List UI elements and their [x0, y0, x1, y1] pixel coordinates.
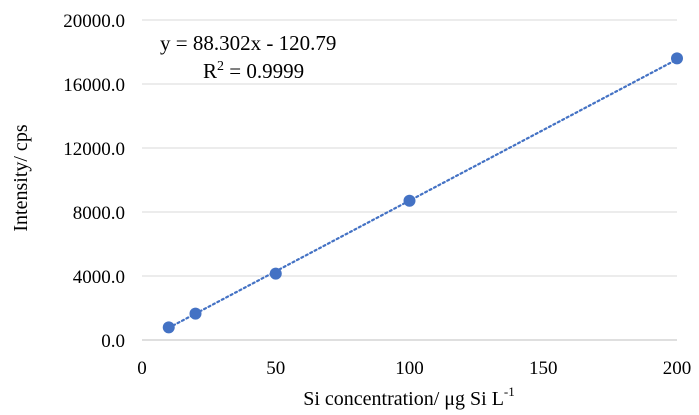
r2-value: = 0.9999 — [224, 59, 304, 83]
x-axis-label-superscript: -1 — [504, 384, 515, 399]
trendline — [167, 58, 679, 329]
y-tick-label: 8000.0 — [73, 203, 125, 224]
x-tick-labels: 0 50 100 150 200 — [137, 358, 691, 379]
x-tick-label: 50 — [266, 358, 285, 379]
y-tick-label: 16000.0 — [63, 75, 125, 96]
r2-letter: R — [203, 59, 217, 83]
trendline-line — [167, 58, 679, 329]
x-tick-label: 0 — [137, 358, 147, 379]
y-tick-label: 0.0 — [101, 331, 125, 352]
y-axis-label: Intensity/ cps — [10, 124, 32, 231]
data-point — [269, 267, 282, 280]
x-tick-label: 100 — [395, 358, 424, 379]
gridlines — [142, 19, 677, 277]
y-tick-labels: 0.0 4000.0 8000.0 12000.0 16000.0 20000.0 — [63, 11, 125, 352]
equation-annotation: y = 88.302x - 120.79 — [160, 31, 336, 55]
data-points — [162, 52, 683, 334]
x-axis-label: Si concentration/ μg Si L-1 — [303, 384, 515, 410]
data-point — [403, 194, 416, 207]
y-tick-label: 12000.0 — [63, 139, 125, 160]
data-point — [189, 307, 202, 320]
y-tick-label: 20000.0 — [63, 11, 125, 32]
data-point — [671, 52, 683, 65]
x-tick-label: 150 — [529, 358, 558, 379]
x-axis-label-text: Si concentration/ μg Si L — [303, 388, 504, 410]
x-tick-label: 200 — [663, 358, 692, 379]
y-tick-label: 4000.0 — [73, 267, 125, 288]
r2-annotation: R2 = 0.9999 — [203, 59, 304, 83]
data-point — [162, 321, 175, 334]
r2-superscript: 2 — [217, 59, 224, 74]
